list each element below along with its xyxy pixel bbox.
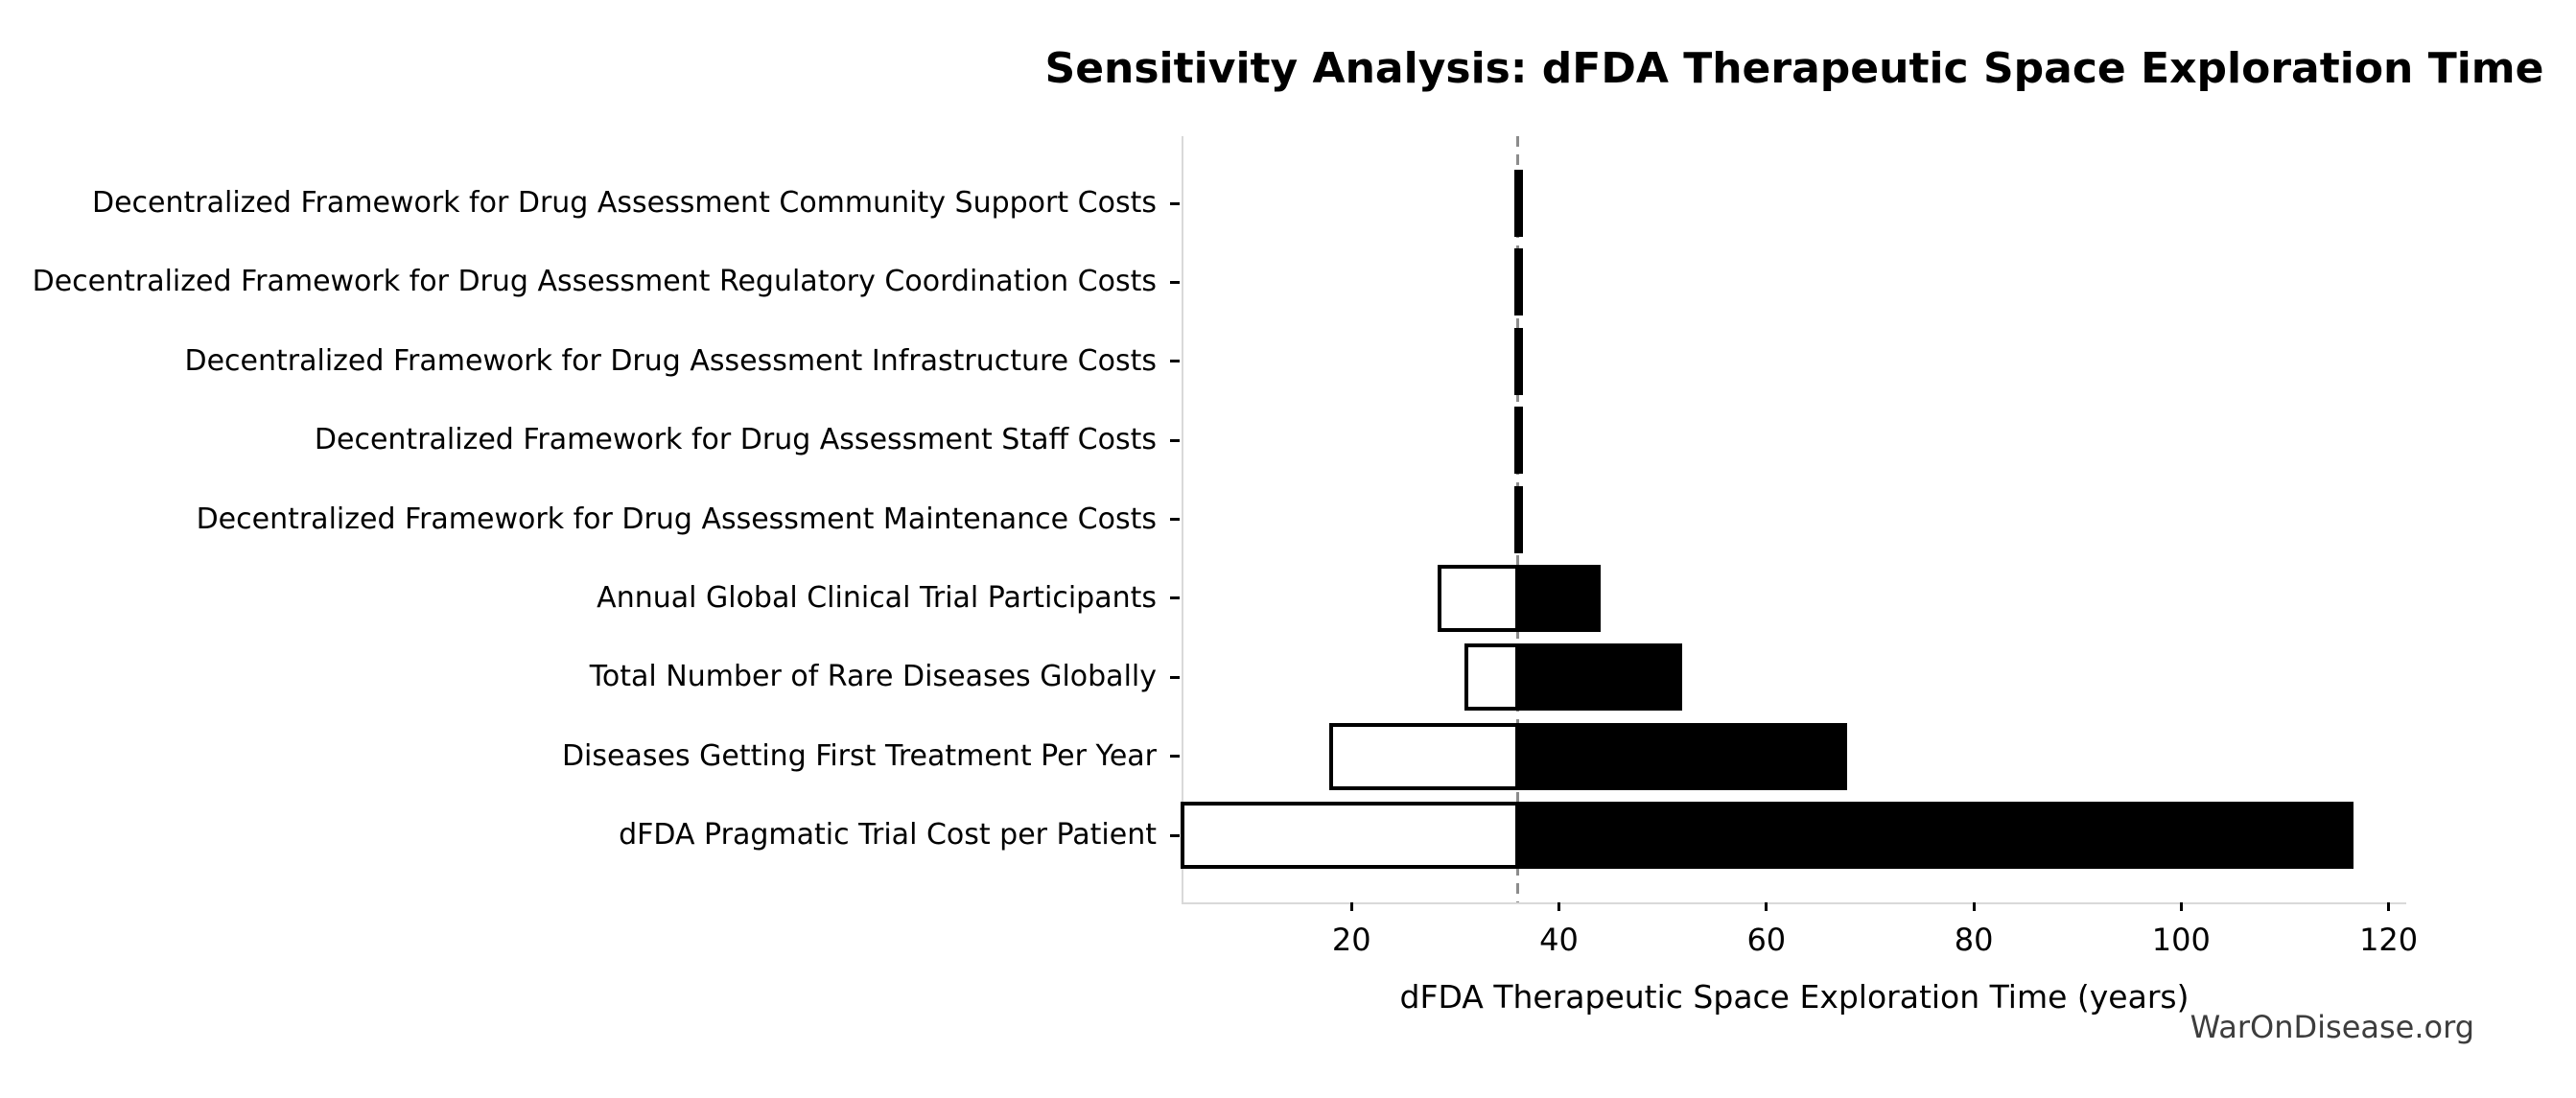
category-label: Total Number of Rare Diseases Globally: [589, 660, 1157, 694]
category-label: Decentralized Framework for Drug Assessm…: [184, 343, 1157, 378]
bar-high-segment: [1515, 327, 1524, 395]
x-tick-label: 20: [1331, 922, 1371, 958]
y-tick-mark: [1170, 755, 1180, 759]
chart-title: Sensitivity Analysis: dFDA Therapeutic S…: [1044, 44, 2544, 93]
x-tick-mark: [2179, 902, 2183, 911]
category-label: Diseases Getting First Treatment Per Yea…: [561, 738, 1157, 773]
y-tick-mark: [1170, 438, 1180, 442]
bar-low-segment: [1464, 643, 1520, 712]
x-tick-mark: [1972, 902, 1976, 911]
x-tick-label: 60: [1746, 922, 1787, 958]
x-tick-label: 40: [1539, 922, 1579, 958]
bar-high-segment: [1515, 248, 1524, 316]
y-tick-mark: [1170, 201, 1180, 205]
bottom-spine: [1182, 902, 2406, 904]
watermark-text: WarOnDisease.org: [2190, 1009, 2474, 1045]
bar-high-segment: [1515, 643, 1683, 712]
plot-area: 20 40 60 80 100 120: [1170, 136, 2418, 958]
x-tick-mark: [1349, 902, 1353, 911]
x-axis-label: dFDA Therapeutic Space Exploration Time …: [1399, 978, 2190, 1016]
y-tick-mark: [1170, 675, 1180, 679]
category-label: Decentralized Framework for Drug Assessm…: [32, 265, 1157, 299]
x-tick-label: 80: [1954, 922, 1994, 958]
y-tick-mark: [1170, 518, 1180, 521]
bar-high-segment: [1515, 170, 1524, 237]
category-label: Decentralized Framework for Drug Assessm…: [314, 423, 1157, 457]
bar-low-segment: [1438, 564, 1520, 632]
category-label: dFDA Pragmatic Trial Cost per Patient: [619, 818, 1157, 852]
y-tick-mark: [1170, 360, 1180, 363]
y-tick-mark: [1170, 833, 1180, 837]
bar-low-segment: [1181, 802, 1520, 869]
bar-low-segment: [1328, 722, 1520, 790]
bar-high-segment: [1515, 722, 1847, 790]
x-tick-mark: [2387, 902, 2391, 911]
category-label: Decentralized Framework for Drug Assessm…: [92, 186, 1157, 220]
bar-high-segment: [1515, 802, 2354, 869]
category-label: Annual Global Clinical Trial Participant…: [597, 580, 1157, 615]
bar-high-segment: [1515, 564, 1601, 632]
y-axis-category-labels: Decentralized Framework for Drug Assessm…: [0, 136, 1157, 902]
bar-high-segment: [1515, 407, 1524, 475]
left-spine: [1182, 136, 1183, 902]
category-label: Decentralized Framework for Drug Assessm…: [196, 502, 1157, 536]
x-tick-mark: [1765, 902, 1768, 911]
x-tick-label: 120: [2359, 922, 2419, 958]
x-tick-mark: [1557, 902, 1561, 911]
y-tick-mark: [1170, 596, 1180, 600]
y-tick-mark: [1170, 280, 1180, 284]
x-tick-label: 100: [2151, 922, 2211, 958]
bar-high-segment: [1515, 485, 1524, 553]
